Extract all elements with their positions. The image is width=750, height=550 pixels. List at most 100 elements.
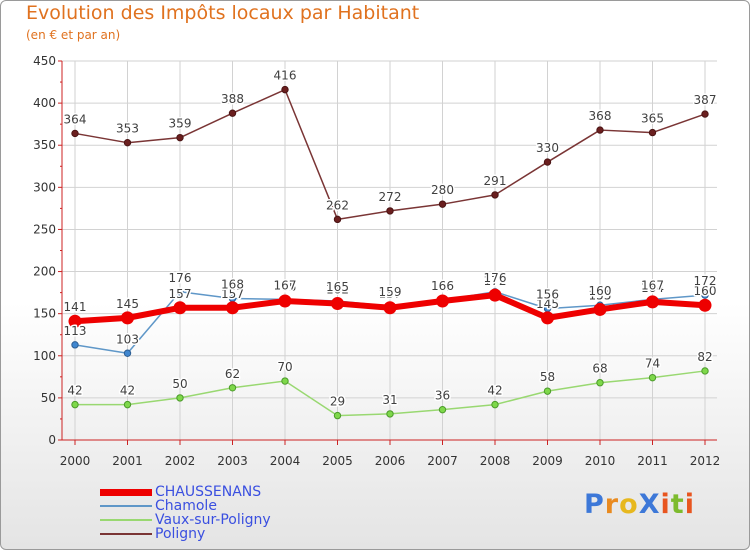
data-point-chaussenans bbox=[541, 311, 554, 325]
data-point-chaussenans bbox=[646, 295, 659, 309]
data-point-poligny bbox=[491, 191, 499, 199]
grid-layer bbox=[62, 60, 717, 441]
logo-letter: P bbox=[584, 489, 605, 520]
y-tick-label: 300 bbox=[33, 180, 56, 194]
x-tick-label: 2008 bbox=[480, 454, 511, 468]
logo-letter: r bbox=[604, 489, 620, 520]
data-point-poligny bbox=[71, 129, 79, 138]
data-label-poligny: 291 bbox=[484, 174, 507, 188]
y-tick-label: 250 bbox=[33, 222, 56, 236]
data-point-chamole bbox=[71, 341, 79, 349]
legend-label-chamole: Chamole bbox=[155, 498, 217, 514]
data-point-poligny bbox=[333, 215, 342, 224]
logo-letter: t bbox=[670, 489, 685, 520]
data-label-chaussenans: 157 bbox=[379, 287, 402, 301]
logo-letter: X bbox=[638, 489, 661, 520]
y-tick-label: 150 bbox=[33, 307, 56, 321]
data-label-poligny: 280 bbox=[431, 183, 454, 197]
data-label-vaux-sur-poligny: 82 bbox=[697, 350, 712, 364]
series-layer bbox=[68, 85, 712, 420]
data-point-vaux-sur-poligny bbox=[333, 411, 342, 420]
data-point-poligny bbox=[438, 200, 447, 208]
data-point-chaussenans bbox=[593, 302, 607, 316]
data-label-chamole: 113 bbox=[64, 324, 87, 338]
data-point-chaussenans bbox=[68, 314, 82, 328]
x-tick-label: 2010 bbox=[585, 454, 616, 468]
data-point-vaux-sur-poligny bbox=[438, 405, 447, 414]
data-label-chamole: 167 bbox=[274, 278, 297, 292]
data-label-poligny: 368 bbox=[589, 109, 612, 123]
data-label-chaussenans: 157 bbox=[221, 287, 244, 301]
x-tick-label: 2002 bbox=[165, 454, 196, 468]
data-label-vaux-sur-poligny: 50 bbox=[172, 377, 187, 391]
data-point-vaux-sur-poligny bbox=[491, 400, 499, 409]
data-label-poligny: 330 bbox=[536, 141, 559, 155]
data-label-vaux-sur-poligny: 42 bbox=[120, 384, 135, 398]
data-point-vaux-sur-poligny bbox=[176, 394, 184, 402]
data-point-chaussenans bbox=[278, 294, 292, 308]
data-point-chaussenans bbox=[698, 298, 712, 312]
y-tick-label: 100 bbox=[33, 349, 56, 363]
data-point-chaussenans bbox=[488, 288, 502, 302]
chart-subtitle: (en € et par an) bbox=[26, 28, 121, 42]
data-label-poligny: 353 bbox=[116, 122, 139, 136]
x-tick-label: 2003 bbox=[217, 454, 248, 468]
x-tick-label: 2009 bbox=[532, 454, 563, 468]
legend-swatch-chaussenans bbox=[100, 488, 152, 496]
data-label-vaux-sur-poligny: 70 bbox=[277, 360, 292, 374]
data-point-poligny bbox=[648, 128, 657, 137]
data-label-chaussenans: 162 bbox=[326, 283, 349, 297]
data-point-chaussenans bbox=[121, 311, 134, 325]
data-label-poligny: 359 bbox=[169, 117, 192, 131]
data-label-chamole: 172 bbox=[694, 274, 717, 288]
data-label-chamole: 167 bbox=[641, 278, 664, 292]
x-tick-label: 2001 bbox=[112, 454, 143, 468]
data-label-poligny: 387 bbox=[694, 93, 717, 107]
data-point-chamole bbox=[123, 349, 132, 357]
x-tick-label: 2005 bbox=[322, 454, 353, 468]
data-label-chamole: 159 bbox=[379, 285, 402, 299]
data-label-poligny: 365 bbox=[641, 112, 664, 126]
data-point-poligny bbox=[281, 85, 289, 94]
data-label-chaussenans: 164 bbox=[641, 281, 664, 295]
data-point-vaux-sur-poligny bbox=[123, 400, 132, 409]
data-point-chamole bbox=[176, 288, 184, 296]
data-point-chaussenans bbox=[331, 297, 344, 311]
data-label-chamole: 103 bbox=[116, 332, 139, 346]
y-tick-label: 50 bbox=[41, 391, 56, 405]
data-label-chaussenans: 141 bbox=[64, 300, 87, 314]
x-tick-label: 2011 bbox=[637, 454, 668, 468]
data-point-vaux-sur-poligny bbox=[543, 387, 552, 395]
data-label-chaussenans: 145 bbox=[536, 297, 559, 311]
data-point-vaux-sur-poligny bbox=[386, 410, 394, 418]
data-label-chaussenans: 157 bbox=[169, 287, 192, 301]
x-tick-label: 2000 bbox=[60, 454, 91, 468]
data-label-poligny: 262 bbox=[326, 198, 349, 212]
legend-swatch-poligny bbox=[100, 533, 152, 535]
data-point-chamole bbox=[701, 291, 709, 299]
data-label-vaux-sur-poligny: 68 bbox=[592, 362, 607, 376]
data-point-vaux-sur-poligny bbox=[71, 400, 79, 409]
data-label-chaussenans: 165 bbox=[431, 280, 454, 294]
data-point-poligny bbox=[228, 109, 237, 117]
legend-label-vaux-sur-poligny: Vaux-sur-Poligny bbox=[155, 512, 271, 528]
data-point-chaussenans bbox=[173, 301, 187, 315]
data-label-vaux-sur-poligny: 42 bbox=[487, 384, 502, 398]
data-point-chaussenans bbox=[226, 301, 239, 315]
x-tick-label: 2006 bbox=[375, 454, 406, 468]
data-point-poligny bbox=[701, 110, 709, 118]
data-point-vaux-sur-poligny bbox=[281, 377, 289, 385]
proxiti-logo: ProXiti bbox=[584, 489, 695, 520]
data-point-vaux-sur-poligny bbox=[228, 384, 237, 392]
data-label-poligny: 364 bbox=[64, 112, 87, 126]
data-label-chamole: 156 bbox=[536, 288, 559, 302]
data-label-vaux-sur-poligny: 74 bbox=[645, 357, 660, 371]
y-tick-label: 0 bbox=[48, 433, 56, 447]
data-label-chamole: 176 bbox=[169, 271, 192, 285]
data-label-vaux-sur-poligny: 36 bbox=[435, 389, 450, 403]
logo-letter: o bbox=[619, 489, 639, 520]
x-tick-label: 2012 bbox=[690, 454, 721, 468]
